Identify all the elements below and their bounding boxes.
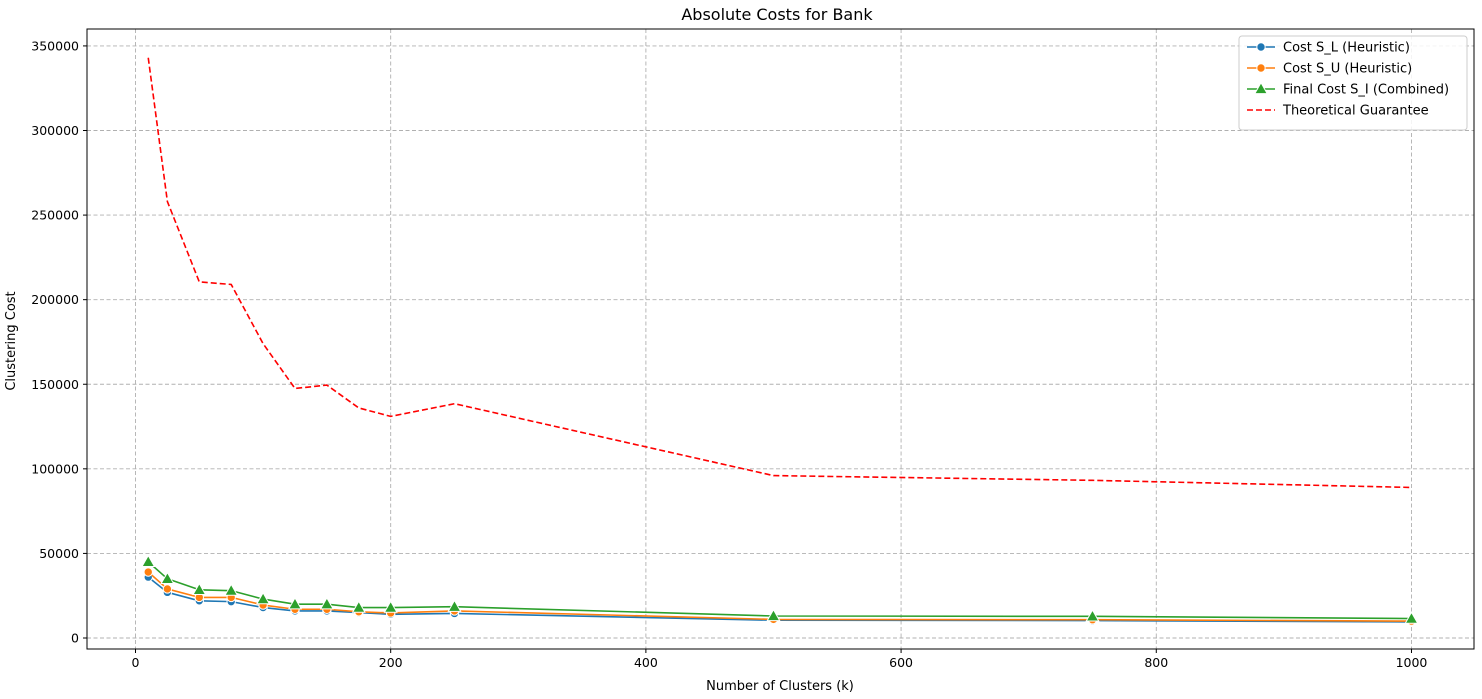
series-1 (143, 572, 1417, 627)
axes-ticks: 0 200 400 600 800 1000 0 50000 100000 150000 20000… (31, 38, 1427, 670)
legend-label: Theoretical Guarantee (1282, 104, 1429, 119)
data-point (162, 584, 173, 594)
data-point (1085, 609, 1100, 622)
x-tick-label: 800 (1144, 655, 1168, 670)
legend-marker (1256, 63, 1266, 73)
x-tick-label: 0 (132, 655, 140, 670)
series-line (147, 57, 1412, 489)
data-point (319, 596, 334, 610)
data-point (351, 600, 366, 613)
legend-entry: Cost S_U (Heuristic) (1247, 62, 1412, 77)
y-tick-label: 250000 (31, 208, 79, 223)
legend-label: Final Cost S_I (Combined) (1283, 83, 1449, 98)
y-tick-label: 0 (71, 631, 79, 646)
y-tick-label: 50000 (39, 546, 79, 561)
y-axis-label: Clustering Cost (4, 291, 19, 390)
y-tick-label: 350000 (31, 38, 79, 53)
data-point (766, 608, 781, 622)
data-point (256, 591, 271, 605)
y-tick-label: 100000 (31, 461, 79, 476)
x-tick-label: 200 (379, 655, 403, 670)
legend-label: Cost S_L (Heuristic) (1283, 41, 1410, 56)
series-line (147, 571, 1412, 622)
data-point (192, 582, 207, 595)
legend: Cost S_L (Heuristic) Cost S_U (Heuristic)… (1238, 35, 1468, 131)
series-4 (147, 57, 1412, 489)
data-point (143, 567, 153, 577)
grid (87, 29, 1474, 649)
y-tick-label: 150000 (31, 377, 79, 392)
x-axis-label: Number of Clusters (k) (706, 679, 854, 694)
x-tick-label: 600 (889, 655, 913, 670)
data-point (224, 583, 239, 596)
x-tick-label: 400 (634, 655, 658, 670)
legend-entry: Final Cost S_I (Combined) (1247, 81, 1449, 98)
legend-box (1238, 35, 1468, 131)
legend-entry: Cost S_L (Heuristic) (1247, 41, 1410, 56)
data-point (383, 600, 398, 613)
x-tick-label: 1000 (1396, 655, 1428, 670)
legend-entry: Theoretical Guarantee (1247, 104, 1429, 119)
data-point (447, 599, 462, 612)
legend-marker (1256, 42, 1266, 52)
plot-area (141, 57, 1419, 627)
y-tick-label: 300000 (31, 123, 79, 138)
data-point (160, 571, 175, 584)
data-point (1404, 611, 1419, 624)
plot-frame (86, 28, 1475, 650)
legend-label: Cost S_U (Heuristic) (1283, 62, 1412, 77)
chart-title: Absolute Costs for Bank (681, 5, 873, 24)
legend-marker (1253, 81, 1269, 95)
y-tick-label: 200000 (31, 292, 79, 307)
data-point (287, 596, 303, 610)
series-line (147, 576, 1412, 623)
data-point (141, 554, 156, 568)
series-3 (141, 554, 1419, 624)
